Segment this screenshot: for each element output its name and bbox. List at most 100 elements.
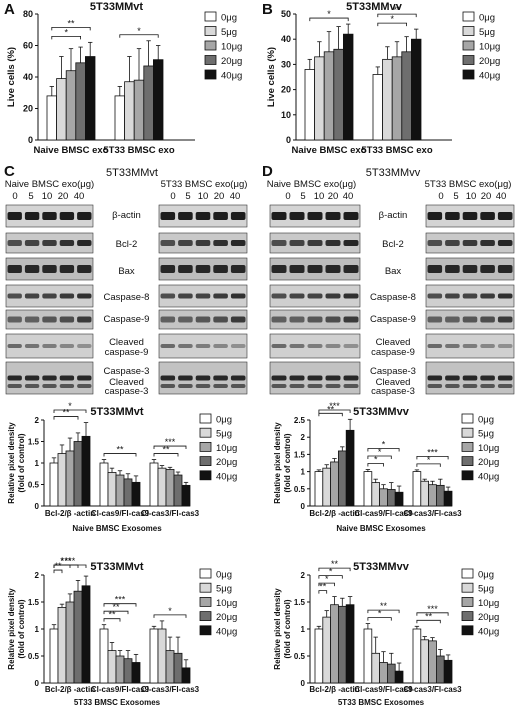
blot-c-left-row-6-band [7,375,22,381]
chart-d2-category-label: Bcl-2/β -actin [309,685,359,694]
chart-d2-ylabel-line1: Relative pixel density [273,588,282,670]
chart-d2-bar [443,659,453,684]
chart-c1-bar [49,462,59,507]
blot-d-right-row-0-band [480,212,495,220]
chart-d1-sig-label: * [378,447,382,457]
blot-d-left-cleaved-band [271,384,287,388]
chart-d1-sig-label: * [427,455,431,465]
chart-d2-sig-label: * [329,567,333,577]
chart-d1-legend-swatch [461,470,474,481]
blot-d-left-row-4-band [289,316,305,323]
chart-a-bar [65,70,77,141]
blot-c-label-casp8: Caspase-8 [103,292,150,303]
chart-d2-legend-swatch [461,582,474,593]
blot-d-dose-10: 10 [313,191,325,202]
blot-c-right-row-6-band [160,375,176,381]
chart-d1-category-label: Cl-cas9/Fl-cas9 [354,509,413,518]
chart-d1-legend-label: 40μg [478,471,499,482]
chart-b-bar [391,56,403,141]
blot-d-right-row-2-band [497,265,513,273]
blot-d-right-row-1-band [445,240,460,246]
chart-c2-legend-label: 10μg [216,598,237,609]
chart-a-bar [46,95,58,141]
blot-c-right-row-3-band [195,293,211,299]
chart-b-title: 5T33MMvv [346,1,403,13]
blot-c-right-row-5-band [160,344,176,348]
blot-d-label-casp8: Caspase-8 [370,292,416,303]
chart-c2-ytick-label: 0 [35,679,40,688]
blot-c-label-cleaved-9a: Cleaved [109,337,144,348]
blot-c-right-row-5-band [178,344,193,348]
chart-c1-sig-label: * [68,401,72,411]
blot-c-right-row-1-band [213,240,228,246]
chart-b-legend-swatch [462,26,475,36]
blot-d-dose-40: 40 [342,191,354,202]
chart-c2-legend-label: 20μg [216,612,237,623]
chart-c2-ytick-label: 1 [35,625,40,634]
chart-d2-bar [394,670,404,684]
blot-c-title: 5T33MMvt [106,167,158,179]
blot-c-right-row-2-band [160,265,176,273]
blot-d-dose-5: 5 [300,191,306,202]
chart-c2-sig-bracket [103,618,121,622]
chart-a-legend-label: 10μg [221,42,242,53]
chart-a-title: 5T33MMvt [90,1,144,13]
blot-c-left-row-2-band [7,265,22,273]
chart-d2-ytick-label: 2 [301,571,306,580]
blot-d-left-row-2 [269,257,361,281]
blot-d-left-row-0-band [307,212,323,220]
chart-d2-bar [379,662,388,684]
blot-c-left-row-5 [5,333,94,359]
chart-d2-sig-bracket [367,617,392,621]
chart-c2-bar [123,658,133,684]
blot-c-left-row-0-band [59,212,75,220]
blot-c-right-row-3-band [160,293,176,299]
chart-a-ytick-label: 40 [23,72,33,82]
chart-d2-sig-label: ** [319,582,327,592]
chart-b-ytick-label: 30 [281,59,291,69]
chart-a-legend-label: 0μg [221,13,237,24]
chart-d2-ytick-label: 0 [301,679,306,688]
blot-d-left-row-0-band [271,212,287,220]
blot-d-right-row-1 [425,232,515,254]
chart-c2-bar [81,585,91,684]
blot-c-label-cleaved-9b: caspase-9 [104,347,149,358]
blot-d-left-row-0-band [343,212,359,220]
blot-c-right-cleaved-band [195,384,211,388]
chart-c2-sig-bracket [153,614,187,618]
blot-c-right-row-1-band [178,240,193,246]
blot-c-left-row-6-band [59,375,75,381]
blot-d-label-casp3: Caspase-3 [370,366,416,377]
chart-a-legend-swatch [204,69,217,80]
chart-b-legend-swatch [462,40,475,51]
chart-d1-bar [379,488,388,507]
chart-a-sig-bracket [51,26,91,31]
chart-d1-sig-label: ** [327,404,335,414]
chart-d2-bar [412,628,422,684]
blot-c-left-row-5-band [77,344,92,348]
chart-d2-bar [345,604,355,684]
blot-d-right-row-0-band [462,212,478,220]
chart-d2-bar [363,628,373,684]
chart-c1-bar [99,462,109,507]
chart-d1-bar [363,471,373,507]
blot-c-right-row-0-band [213,212,228,220]
blot-d-right-row-6 [425,361,515,395]
blot-c-right-row-4-band [230,316,246,323]
chart-b-ylabel: Live cells (%) [266,47,277,107]
blot-d-left-row-3-band [289,293,305,299]
blot-c-right-row-5 [158,333,248,359]
chart-c1-legend-swatch [199,456,212,467]
chart-d2-sig-label: * [325,574,329,584]
chart-d1-ylabel-line1: Relative pixel density [273,422,282,504]
chart-c1-legend-label: 5μg [216,429,232,440]
blot-d-right-row-5-band [427,344,443,348]
blot-c-left-row-5-band [7,344,22,348]
blot-c-left-row-2-band [77,265,92,273]
chart-c2-sig-label: * [168,606,172,616]
chart-a-ytick-label: 20 [23,104,33,114]
blot-d-left-row-3-band [307,293,323,299]
chart-d1-bar [428,484,437,507]
chart-d1-legend-label: 0μg [478,415,494,426]
blot-c-right-row-6-band [213,375,228,381]
